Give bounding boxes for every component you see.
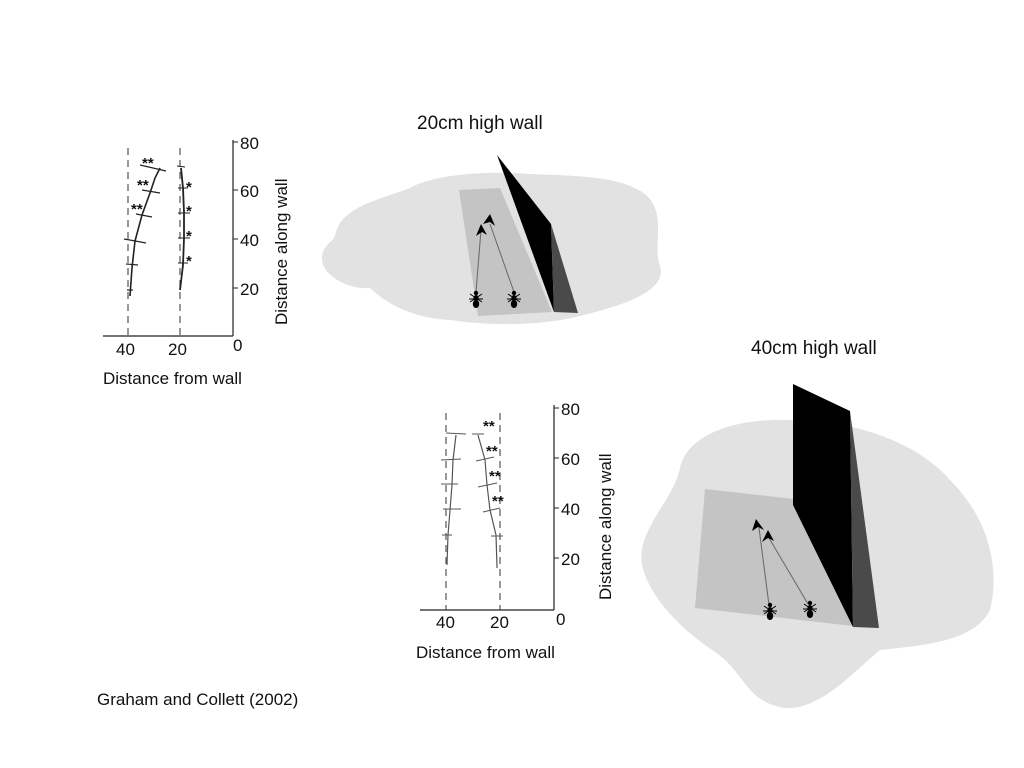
y-axis-label: Distance along wall	[272, 179, 291, 325]
error-bar	[477, 482, 498, 488]
y-tick-label: 20	[561, 550, 580, 569]
significance-mark: **	[131, 201, 143, 218]
wall-face	[497, 155, 554, 312]
ant-path	[768, 537, 809, 605]
error-bar	[125, 263, 139, 266]
significance-mark: **	[137, 177, 149, 194]
y-tick-label: 20	[240, 280, 259, 299]
error-bar	[482, 507, 501, 513]
ant-icon	[507, 290, 521, 308]
significance-mark: *	[186, 253, 192, 270]
x-axis-label: Distance from wall	[103, 369, 242, 388]
arrowhead-icon	[752, 519, 764, 531]
x-axis-label: Distance from wall	[416, 643, 555, 662]
y-tick-label: 80	[561, 400, 580, 419]
error-bar	[475, 456, 495, 462]
x-tick-label: 20	[490, 613, 509, 632]
arrowhead-icon	[483, 214, 495, 226]
y-tick-label: 40	[240, 231, 259, 250]
error-bar	[123, 238, 147, 244]
significance-mark: *	[186, 179, 192, 196]
y-tick-label: 60	[561, 450, 580, 469]
ant-icon	[803, 600, 817, 618]
platform	[459, 188, 552, 316]
track-right	[477, 434, 498, 569]
track-left	[446, 434, 457, 566]
ant-icon	[469, 290, 483, 308]
error-bar	[440, 458, 462, 461]
y-tick-label: 0	[233, 336, 242, 355]
arrowhead-icon	[476, 224, 487, 236]
y-tick-label: 40	[561, 500, 580, 519]
significance-mark: *	[186, 228, 192, 245]
error-bar	[176, 165, 186, 168]
ant-path	[475, 229, 482, 293]
wall-face	[793, 384, 853, 627]
y-tick-label: 80	[240, 134, 259, 153]
significance-mark: **	[486, 443, 498, 460]
x-tick-label: 20	[168, 340, 187, 359]
panel-title: 20cm high wall	[417, 113, 543, 134]
significance-mark: *	[186, 203, 192, 220]
arrowhead-icon	[762, 530, 774, 542]
plot-40cm-wall: 80 60 40 20 0 40 20 Distance along wall …	[416, 400, 615, 662]
arena-40cm-wall: 40cm high wall	[641, 338, 994, 709]
ant-icon	[763, 602, 777, 620]
y-tick-label: 60	[240, 182, 259, 201]
panel-title: 40cm high wall	[751, 338, 877, 359]
ant-path	[489, 223, 515, 293]
arena-20cm-wall: 20cm high wall	[321, 113, 661, 325]
x-tick-label: 40	[436, 613, 455, 632]
significance-mark: **	[489, 468, 501, 485]
error-bar	[141, 189, 161, 194]
wall-side	[850, 411, 879, 628]
error-bar	[445, 432, 467, 435]
plot-20cm-wall: 80 60 40 20 0 40 20 Distance along wall …	[103, 134, 291, 388]
ant-path	[758, 527, 770, 606]
y-axis-label: Distance along wall	[596, 454, 615, 600]
platform	[695, 489, 853, 626]
track-right	[179, 167, 185, 291]
error-bar	[135, 213, 153, 218]
significance-mark: **	[142, 155, 154, 172]
error-bar	[139, 164, 167, 172]
significance-mark: **	[492, 493, 504, 510]
x-tick-label: 40	[116, 340, 135, 359]
wall-side	[551, 224, 578, 313]
citation: Graham and Collett (2002)	[97, 690, 299, 709]
significance-mark: **	[483, 418, 495, 435]
y-tick-label: 0	[556, 610, 565, 629]
